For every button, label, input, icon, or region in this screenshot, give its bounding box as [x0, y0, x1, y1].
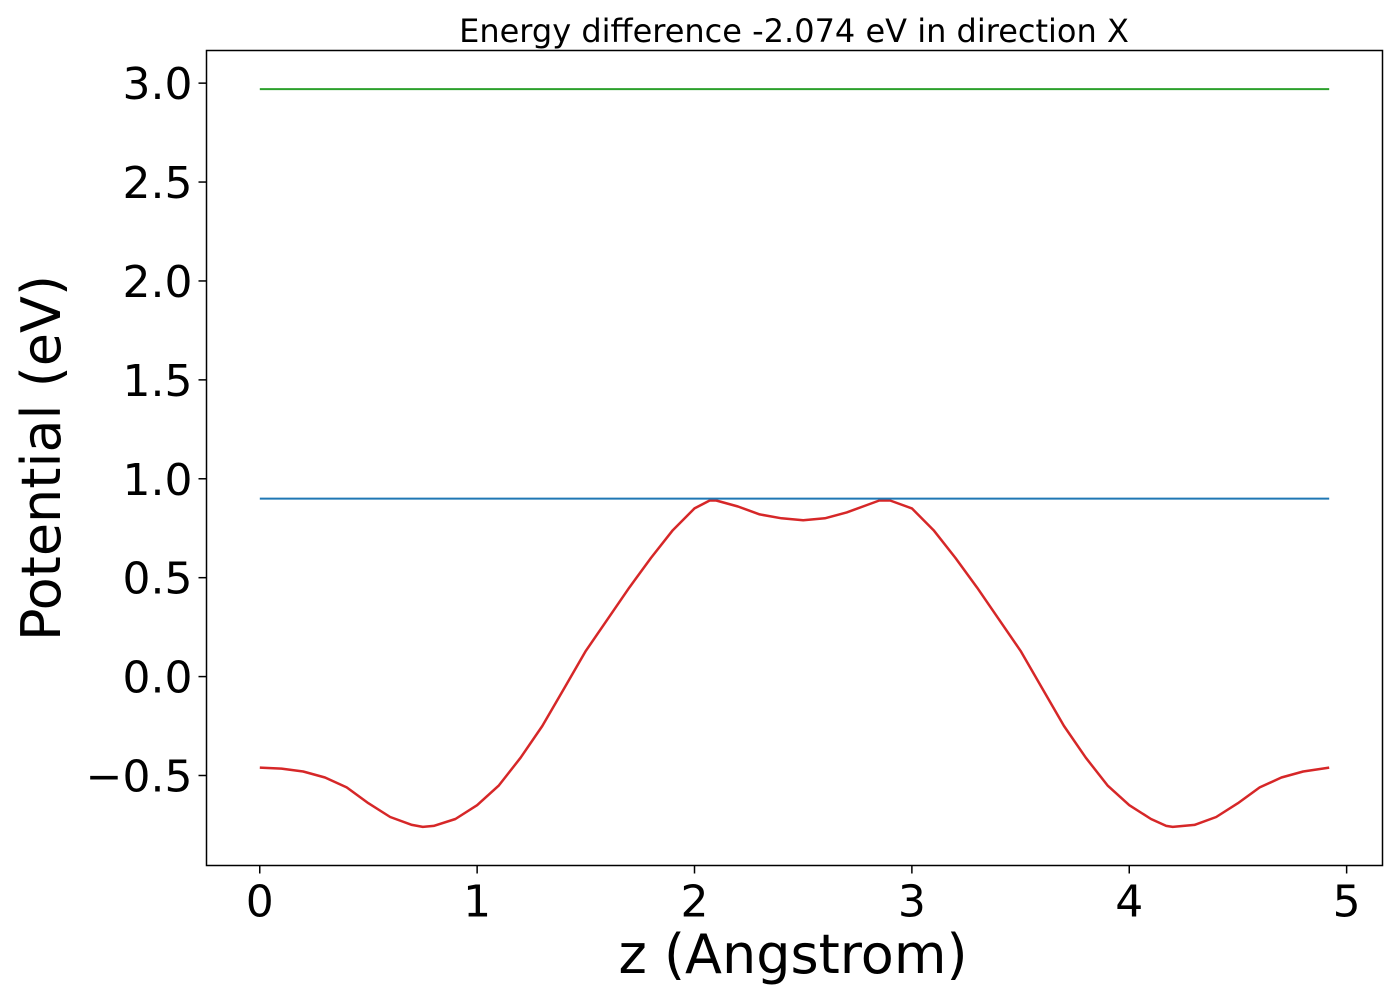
x-tick-label: 0: [246, 877, 274, 928]
y-tick-label: 1.0: [123, 455, 193, 506]
x-tick-label: 3: [898, 877, 926, 928]
x-tick-label: 2: [681, 877, 709, 928]
plot-frame: [205, 49, 1384, 867]
x-axis-ticks: 0 1 2 3 4 5: [246, 865, 1361, 928]
series-line-0: [259, 499, 1330, 829]
y-tick-label: −0.5: [86, 751, 193, 802]
x-axis-title: z (Angstrom): [618, 923, 967, 986]
x-tick-label: 4: [1115, 877, 1143, 928]
x-tick-label: 1: [463, 877, 491, 928]
y-tick-label: 0.0: [123, 653, 193, 704]
y-tick-label: 2.5: [123, 158, 193, 209]
y-axis-ticks: −0.5 0.0 0.5 1.0 1.5 2.0 2.5 3.0: [86, 59, 207, 802]
y-axis-title: Potential (eV): [10, 275, 73, 641]
y-tick-label: 2.0: [123, 257, 193, 308]
x-tick-label: 5: [1333, 877, 1361, 928]
y-tick-label: 3.0: [123, 59, 193, 110]
chart-title: Energy difference -2.074 eV in direction…: [459, 12, 1129, 50]
series-layer: [259, 88, 1330, 829]
y-tick-label: 1.5: [123, 356, 193, 407]
y-tick-label: 0.5: [123, 554, 193, 605]
